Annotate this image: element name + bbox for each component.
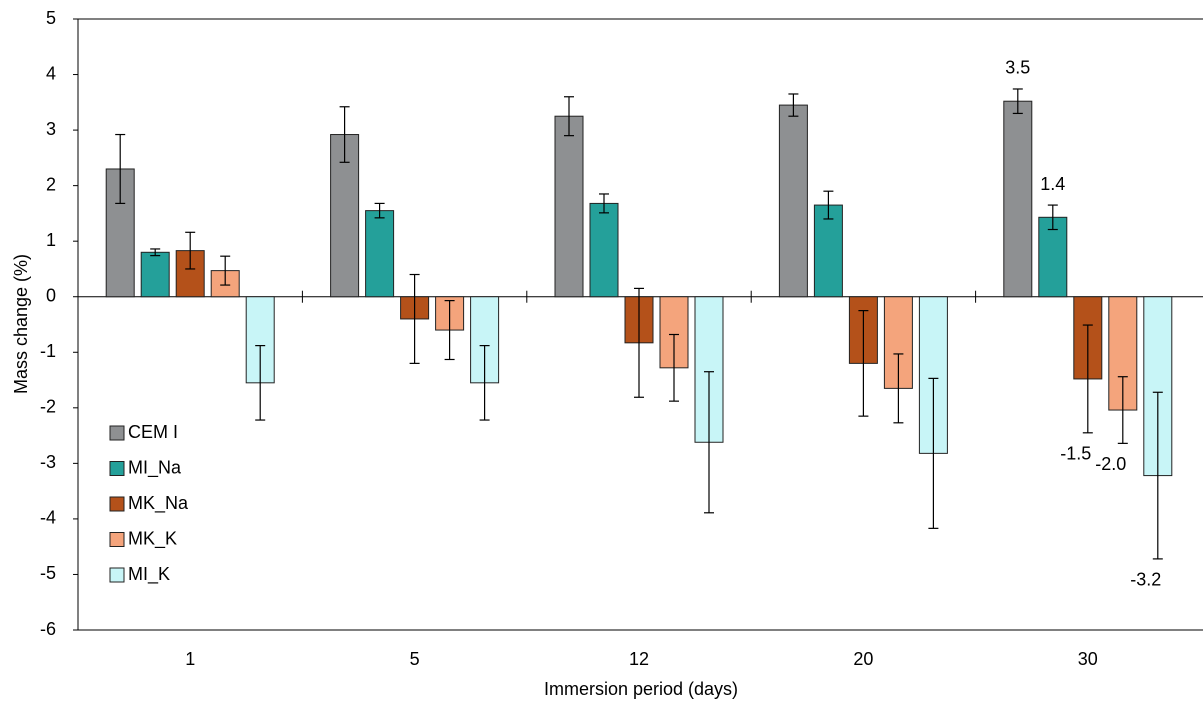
y-tick-label: -1 bbox=[40, 341, 56, 361]
bar bbox=[140, 251, 170, 298]
legend-swatch bbox=[109, 567, 125, 583]
bar bbox=[365, 210, 395, 298]
error-bar bbox=[1082, 324, 1093, 434]
error-bar bbox=[1047, 204, 1058, 231]
x-tick-label: 1 bbox=[185, 649, 195, 669]
legend-swatch bbox=[109, 461, 125, 476]
legend-label: CEM I bbox=[128, 422, 178, 442]
y-tick-label: 3 bbox=[46, 119, 56, 139]
data-label: 1.4 bbox=[1040, 174, 1065, 194]
x-tick-label: 30 bbox=[1078, 649, 1098, 669]
y-tick-label: -3 bbox=[40, 452, 56, 472]
legend-label: MK_K bbox=[128, 528, 177, 549]
error-bar bbox=[479, 345, 490, 421]
bar bbox=[813, 204, 843, 298]
legend-swatch bbox=[109, 532, 125, 547]
y-axis-title: Mass change (%) bbox=[11, 254, 31, 394]
y-tick-label: 2 bbox=[46, 174, 56, 194]
y-tick-label: 0 bbox=[46, 285, 56, 305]
data-label: -3.2 bbox=[1130, 570, 1161, 590]
bar bbox=[554, 115, 584, 298]
y-tick-label: 1 bbox=[46, 230, 56, 250]
legend-swatch bbox=[109, 496, 125, 512]
y-tick-label: -5 bbox=[40, 563, 56, 583]
error-bar bbox=[669, 333, 679, 402]
error-bar bbox=[1117, 376, 1128, 444]
error-bar bbox=[185, 231, 196, 270]
error-bar bbox=[444, 300, 455, 361]
error-bar bbox=[374, 202, 385, 219]
bar bbox=[589, 202, 619, 298]
y-tick-label: -6 bbox=[40, 619, 56, 639]
y-tick-label: -4 bbox=[40, 508, 56, 528]
error-bar bbox=[599, 193, 609, 214]
error-bar bbox=[634, 287, 644, 398]
error-bar bbox=[704, 371, 714, 514]
error-bar bbox=[823, 190, 834, 220]
legend-label: MK_Na bbox=[128, 493, 189, 514]
error-bar bbox=[150, 248, 161, 257]
error-bar bbox=[564, 96, 574, 137]
data-label: 3.5 bbox=[1005, 58, 1030, 78]
error-bar bbox=[115, 133, 126, 205]
data-label: -1.5 bbox=[1060, 444, 1091, 464]
error-bar bbox=[220, 255, 231, 286]
error-bar bbox=[928, 377, 939, 529]
error-bar bbox=[1012, 88, 1023, 115]
error-bar bbox=[893, 353, 904, 424]
legend-swatch bbox=[109, 425, 125, 441]
x-tick-label: 20 bbox=[853, 649, 873, 669]
y-tick-label: -2 bbox=[40, 397, 56, 417]
bar bbox=[1038, 216, 1068, 298]
error-bar bbox=[409, 273, 420, 364]
legend-label: MI_Na bbox=[128, 457, 182, 478]
data-label: -2.0 bbox=[1095, 454, 1126, 474]
error-bar bbox=[1152, 391, 1163, 560]
bar bbox=[1003, 100, 1033, 298]
y-tick-label: 4 bbox=[46, 63, 56, 83]
y-tick-label: 5 bbox=[46, 8, 56, 28]
x-axis-title: Immersion period (days) bbox=[544, 679, 738, 699]
x-tick-label: 5 bbox=[410, 649, 420, 669]
error-bar bbox=[255, 345, 266, 421]
error-bar bbox=[858, 310, 869, 417]
legend-label: MI_K bbox=[128, 564, 170, 585]
x-tick-label: 12 bbox=[629, 649, 649, 669]
bar bbox=[778, 104, 808, 298]
error-bar bbox=[339, 106, 350, 163]
error-bar bbox=[788, 93, 799, 117]
